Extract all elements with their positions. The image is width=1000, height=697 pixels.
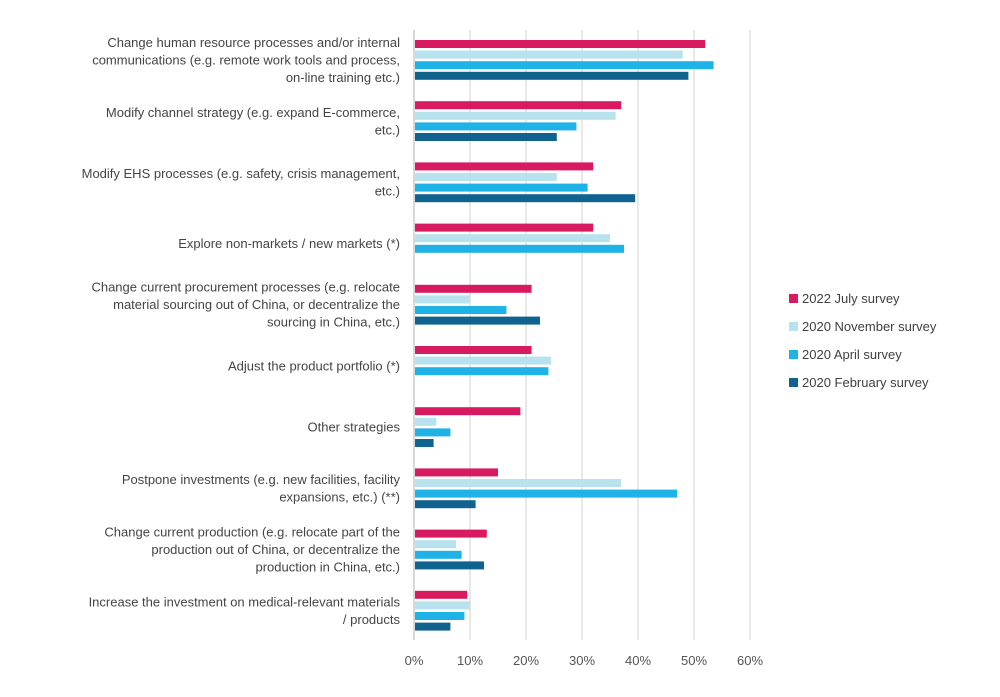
bar-2020-february-survey	[415, 71, 689, 80]
x-tick-label: 10%	[457, 653, 483, 668]
bar-2022-july-survey	[415, 162, 594, 171]
x-tick-label: 0%	[405, 653, 424, 668]
bar-2020-november-survey	[415, 295, 470, 304]
bar-2020-november-survey	[415, 601, 470, 610]
bar-2020-february-survey	[415, 194, 636, 203]
bar-2020-november-survey	[415, 234, 610, 243]
bar-2020-november-survey	[415, 540, 456, 549]
x-tick-label: 60%	[737, 653, 763, 668]
category-label: Increase the investment on medical-relev…	[89, 594, 401, 627]
bar-2020-february-survey	[415, 439, 434, 447]
bar-2020-april-survey	[415, 612, 465, 620]
bar-2020-february-survey	[415, 133, 557, 141]
legend-swatch	[789, 322, 798, 331]
x-tick-label: 50%	[681, 653, 707, 668]
bar-2020-april-survey	[415, 122, 577, 131]
legend-swatch	[789, 378, 798, 387]
legend-swatch	[789, 350, 798, 359]
bar-2022-july-survey	[415, 284, 532, 293]
bar-2022-july-survey	[415, 40, 706, 48]
bar-2022-july-survey	[415, 101, 622, 110]
bar-2022-july-survey	[415, 346, 532, 354]
bar-2020-november-survey	[415, 50, 683, 59]
legend-label: 2020 November survey	[802, 319, 937, 334]
bar-2020-november-survey	[415, 479, 622, 487]
x-tick-label: 40%	[625, 653, 651, 668]
category-label: Change current procurement processes (e.…	[91, 280, 400, 330]
category-label: Modify channel strategy (e.g. expand E-c…	[106, 105, 400, 138]
category-label: Change human resource processes and/or i…	[92, 35, 400, 85]
legend-swatch	[789, 294, 798, 303]
bar-2020-february-survey	[415, 500, 476, 509]
bar-2020-april-survey	[415, 489, 678, 498]
bar-2020-november-survey	[415, 111, 616, 120]
bar-2020-april-survey	[415, 244, 624, 253]
bar-2020-february-survey	[415, 561, 484, 570]
category-label: Adjust the product portfolio (*)	[228, 358, 400, 373]
bar-2020-april-survey	[415, 367, 549, 376]
bar-2022-july-survey	[415, 223, 594, 232]
bar-2020-april-survey	[415, 428, 451, 437]
bar-2020-april-survey	[415, 61, 714, 70]
bar-2020-april-survey	[415, 306, 507, 314]
x-tick-label: 20%	[513, 653, 539, 668]
legend-label: 2022 July survey	[802, 291, 900, 306]
bar-2020-february-survey	[415, 316, 540, 325]
bar-2022-july-survey	[415, 590, 468, 599]
bar-2022-july-survey	[415, 407, 521, 416]
category-label: Change current production (e.g. relocate…	[104, 525, 400, 575]
bar-2022-july-survey	[415, 529, 487, 538]
category-label: Postpone investments (e.g. new facilitie…	[122, 472, 401, 505]
bar-2020-november-survey	[415, 173, 557, 181]
category-label: Other strategies	[308, 420, 401, 435]
category-label: Modify EHS processes (e.g. safety, crisi…	[82, 166, 400, 199]
bar-2022-july-survey	[415, 468, 498, 477]
bar-2020-april-survey	[415, 550, 462, 559]
bar-2020-november-survey	[415, 417, 437, 426]
bar-2020-april-survey	[415, 183, 588, 192]
category-label: Explore non-markets / new markets (*)	[178, 236, 400, 251]
legend-label: 2020 February survey	[802, 375, 929, 390]
bar-2020-november-survey	[415, 356, 552, 365]
bar-2020-february-survey	[415, 622, 451, 631]
legend-label: 2020 April survey	[802, 347, 902, 362]
x-tick-label: 30%	[569, 653, 595, 668]
